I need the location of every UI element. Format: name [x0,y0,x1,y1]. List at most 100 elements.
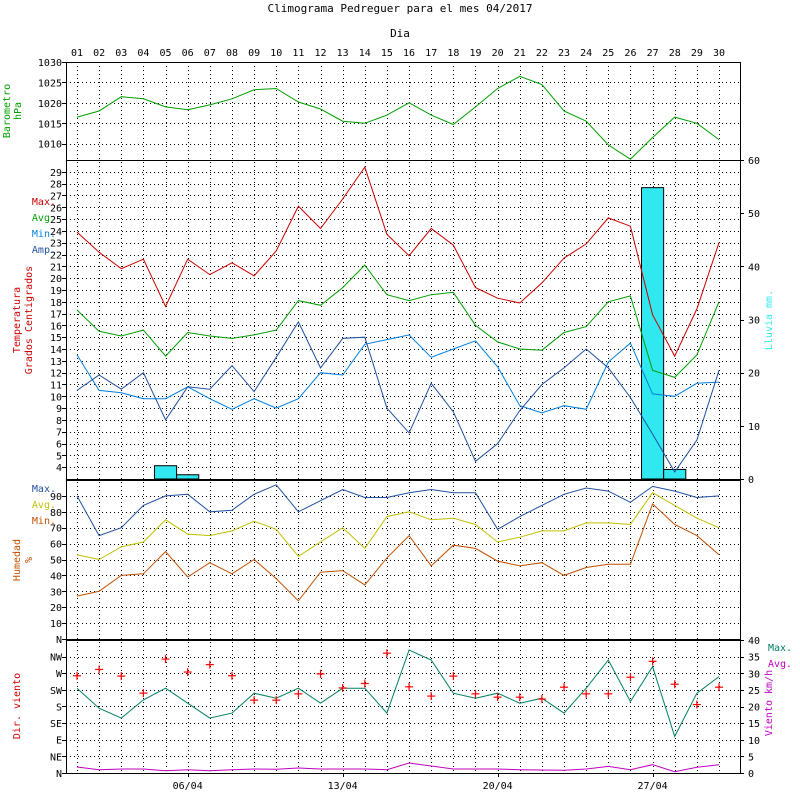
wind-dir-marker [626,673,635,682]
wind-speed-tick-label: 30 [748,669,760,680]
wind-speed-tick-label: 35 [748,653,760,664]
wind-dir-marker [294,689,303,698]
labels-layer: 1010101510201025103045678910111213141516… [2,48,792,792]
wind-dir-marker [117,672,126,681]
day-label: 11 [292,48,304,59]
temperature-tick-label: 11 [50,380,62,391]
wind-dir-marker [360,679,369,688]
day-label: 02 [93,48,105,59]
wind-dir-tick-label: W [56,669,63,680]
wind-legend-item: Max. [768,643,792,654]
pressure-tick-label: 1015 [38,119,62,130]
wind-dir-marker [427,692,436,701]
wind-dir-marker [449,672,458,681]
day-label: 15 [381,48,393,59]
day-label: 07 [204,48,216,59]
wind-dir-marker [272,696,281,705]
temperature-legend-item: Avg. [32,213,56,224]
rain-tick-label: 10 [748,422,760,433]
humidity-tick-label: 60 [50,540,62,551]
temp-min-line [76,334,720,414]
wind-speed-axis-title: Viento km/h [764,670,775,736]
day-label: 04 [137,48,149,59]
day-label: 08 [226,48,238,59]
humidity-tick-label: 40 [50,571,62,582]
wind-dir-marker [338,683,347,692]
day-label: 19 [469,48,481,59]
wind-max-line [76,649,720,738]
day-label: 03 [115,48,127,59]
temperature-tick-label: 19 [50,286,62,297]
rain-bar [176,474,200,480]
temperature-tick-label: 10 [50,392,62,403]
temperature-tick-label: 25 [50,215,62,226]
temperature-tick-label: 15 [50,333,62,344]
humidity-min-line [76,503,720,602]
pressure-tick-label: 1010 [38,140,62,151]
wind-speed-tick-label: 20 [748,703,760,714]
humidity-axis-title: Humedad [12,539,23,581]
temp-avg-line [76,264,720,378]
wind-dir-marker [139,689,148,698]
wind-speed-tick-label: 10 [748,736,760,747]
wind-dir-marker [161,655,170,664]
wind-dir-marker [95,665,104,674]
panel-frames-layer [62,62,744,777]
temperature-legend-item: Max. [32,197,56,208]
wind-legend-item: Avg. [768,659,792,670]
wind-dir-marker [227,671,236,680]
temperature-tick-label: 20 [50,274,62,285]
wind-dir-marker [515,693,524,702]
x-axis-title: Dia [390,27,410,40]
wind-dir-axis-title: Dir. viento [12,673,23,739]
rain-bar [663,468,687,480]
day-label: 14 [359,48,371,59]
humidity-tick-label: N [56,635,62,646]
humidity-tick-label: 80 [50,508,62,519]
rain-tick-label: 60 [748,156,760,167]
day-label: 18 [447,48,459,59]
humidity-avg-line [76,492,720,561]
wind-dir-marker [183,668,192,677]
week-label: 13/04 [328,781,358,792]
week-label: 20/04 [483,781,513,792]
temperature-tick-label: 28 [50,180,62,191]
wind-dir-marker [316,669,325,678]
wind-dir-tick-label: S [56,702,62,713]
chart-title: Climograma Pedreguer para el mes 04/2017 [268,2,533,15]
pressure-line [76,75,720,160]
wind-dir-tick-label: NE [50,752,62,763]
wind-dir-marker [250,696,259,705]
day-label: 01 [71,48,83,59]
temperature-tick-label: 13 [50,357,62,368]
temperature-tick-label: 21 [50,262,62,273]
wind-speed-tick-label: 40 [748,636,760,647]
pressure-tick-label: 1025 [38,78,62,89]
temperature-tick-label: 24 [50,227,62,238]
pressure-unit-title: hPa [13,102,24,120]
rain-tick-label: 0 [748,475,754,486]
day-label: 24 [580,48,592,59]
rain-axis-title: Lluvia mm. [764,290,775,350]
humidity-tick-label: 20 [50,603,62,614]
day-label: 13 [337,48,349,59]
day-label: 23 [558,48,570,59]
day-label: 16 [403,48,415,59]
wind-dir-tick-label: N [56,769,62,780]
wind-dir-marker [382,649,391,658]
rain-tick-label: 40 [748,262,760,273]
wind-dir-marker [471,689,480,698]
wind-speed-tick-label: 0 [748,769,754,780]
temperature-tick-label: 27 [50,191,62,202]
humidity-tick-label: 10 [50,619,62,630]
day-label: 10 [270,48,282,59]
rain-bar [641,187,665,480]
day-label: 09 [248,48,260,59]
temperature-tick-label: 23 [50,239,62,250]
day-label: 22 [536,48,548,59]
week-label: 27/04 [638,781,668,792]
wind-dir-tick-label: E [56,736,62,747]
wind-dir-marker [560,683,569,692]
humidity-legend-item: Avg. [32,500,56,511]
